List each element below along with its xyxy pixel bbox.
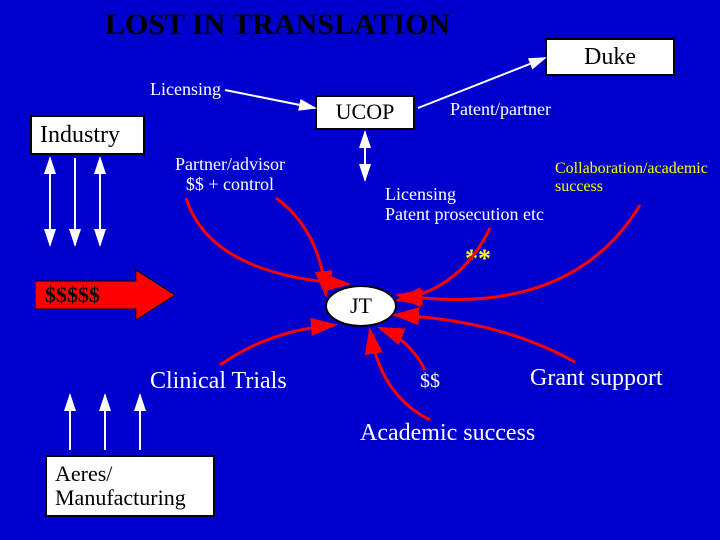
money-arrow-label: $$$$$ — [35, 270, 185, 320]
node-duke: Duke — [545, 38, 675, 76]
label-academic-success: Academic success — [360, 420, 535, 446]
label-partner-advisor: Partner/advisor $$ + control — [175, 155, 285, 195]
node-ucop: UCOP — [315, 95, 415, 130]
slide-title: LOST IN TRANSLATION — [105, 8, 450, 41]
label-grant-support: Grant support — [530, 365, 663, 391]
label-collaboration: Collaboration/academic success — [555, 160, 708, 195]
diagram-stage: LOST IN TRANSLATION Duke Industry UCOP A… — [0, 0, 720, 540]
node-aeres-manufacturing: Aeres/ Manufacturing — [45, 455, 215, 517]
node-jt-label: JT — [350, 293, 372, 319]
label-patent-partner: Patent/partner — [450, 100, 551, 120]
label-licensing-patent: Licensing Patent prosecution etc — [385, 185, 544, 225]
node-jt: JT — [325, 285, 397, 327]
money-arrow: $$$$$ — [35, 270, 175, 320]
label-licensing: Licensing — [150, 80, 221, 100]
label-dollars: $$ — [420, 370, 440, 392]
label-stars: ** — [465, 245, 491, 274]
label-clinical-trials: Clinical Trials — [150, 368, 287, 394]
node-industry: Industry — [30, 115, 145, 155]
node-duke-label: Duke — [584, 44, 636, 70]
node-industry-label: Industry — [40, 122, 120, 148]
node-aeres-label: Aeres/ Manufacturing — [55, 462, 186, 510]
node-ucop-label: UCOP — [336, 100, 395, 124]
